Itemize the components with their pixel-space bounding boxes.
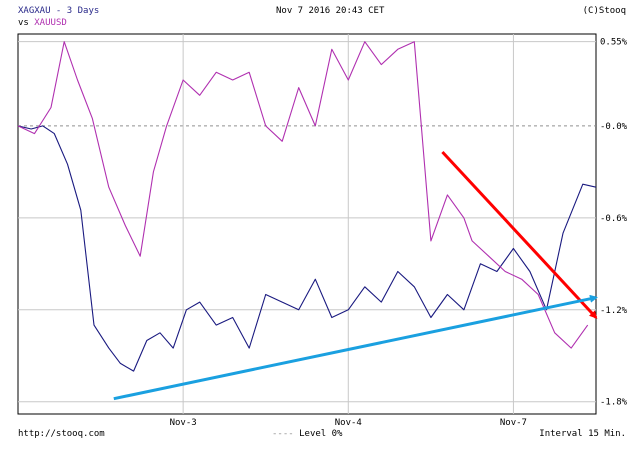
- series1-title: XAGXAU - 3 Days: [18, 6, 100, 16]
- source-url[interactable]: http://stooq.com: [18, 429, 105, 439]
- y-tick-label: 0.55%: [600, 38, 628, 48]
- vs-prefix: vs: [18, 18, 29, 28]
- trend-arrow-blue: [113, 294, 598, 401]
- series-line-xagxau: [17, 125, 597, 372]
- y-tick-label: -1.8%: [600, 398, 628, 408]
- y-tick-label: -0.6%: [600, 214, 628, 224]
- x-tick-label: Nov-7: [500, 418, 527, 428]
- copyright-label: (C)Stooq: [582, 6, 626, 16]
- y-tick-label: -0.0%: [600, 122, 628, 132]
- series2-name: XAUUSD: [34, 18, 67, 28]
- trend-arrow-red: [441, 150, 598, 319]
- x-tick-label: Nov-3: [170, 418, 197, 428]
- level-label: Level 0%: [299, 429, 343, 439]
- series-layer: [17, 41, 597, 372]
- chart-datetime: Nov 7 2016 20:43 CET: [276, 6, 385, 16]
- series-line-xauusd: [17, 41, 589, 349]
- series2-title: vs XAUUSD: [18, 18, 67, 28]
- annotation-layer: [113, 150, 598, 401]
- plot-frame: [17, 33, 597, 415]
- x-tick-label: Nov-4: [335, 418, 362, 428]
- axis-layer: 0.55% -0.0% -0.6% -1.2% -1.8% Nov-3 Nov-4 Nov-7: [170, 38, 628, 428]
- interval-label: Interval 15 Min.: [539, 429, 626, 439]
- y-tick-label: -1.2%: [600, 306, 628, 316]
- level-legend: ---- Level 0%: [272, 429, 343, 439]
